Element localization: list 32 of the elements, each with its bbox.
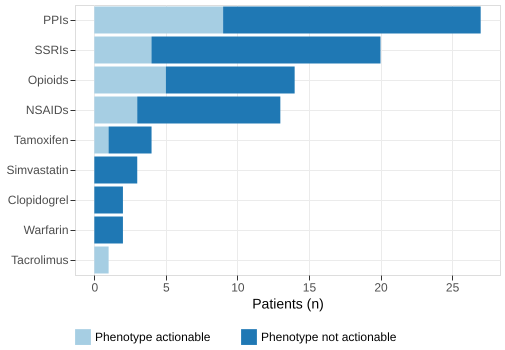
x-tick-label: 20 xyxy=(374,280,388,294)
y-tick-label: Clopidogrel xyxy=(8,193,68,207)
bar xyxy=(94,6,224,34)
bar xyxy=(166,66,295,94)
x-tick-label: 10 xyxy=(231,280,245,294)
x-tick-label: 15 xyxy=(302,280,316,294)
x-tick-label: 25 xyxy=(446,280,460,294)
legend-label: Phenotype not actionable xyxy=(261,330,397,344)
y-tick-label: Simvastatin xyxy=(6,163,68,177)
bar xyxy=(94,126,109,154)
bar xyxy=(94,186,123,214)
y-tick-label: SSRIs xyxy=(34,43,68,57)
bar xyxy=(223,6,481,34)
legend-label: Phenotype actionable xyxy=(95,330,211,344)
bar xyxy=(94,36,152,64)
bar xyxy=(94,246,109,274)
y-tick-label: Warfarin xyxy=(24,223,68,237)
bar xyxy=(94,66,166,94)
x-tick-label: 0 xyxy=(91,280,98,294)
bar xyxy=(137,96,280,124)
y-tick-label: Opioids xyxy=(28,73,68,87)
bar xyxy=(94,156,138,184)
x-axis-title: Patients (n) xyxy=(252,296,324,312)
bar xyxy=(108,126,152,154)
bar xyxy=(94,216,123,244)
x-tick-label: 5 xyxy=(163,280,170,294)
y-tick-label: Tacrolimus xyxy=(11,253,68,267)
y-tick-label: PPIs xyxy=(43,13,68,27)
y-tick-label: NSAIDs xyxy=(26,103,68,117)
bar xyxy=(94,96,138,124)
y-tick-label: Tamoxifen xyxy=(14,133,68,147)
bar xyxy=(152,36,381,64)
